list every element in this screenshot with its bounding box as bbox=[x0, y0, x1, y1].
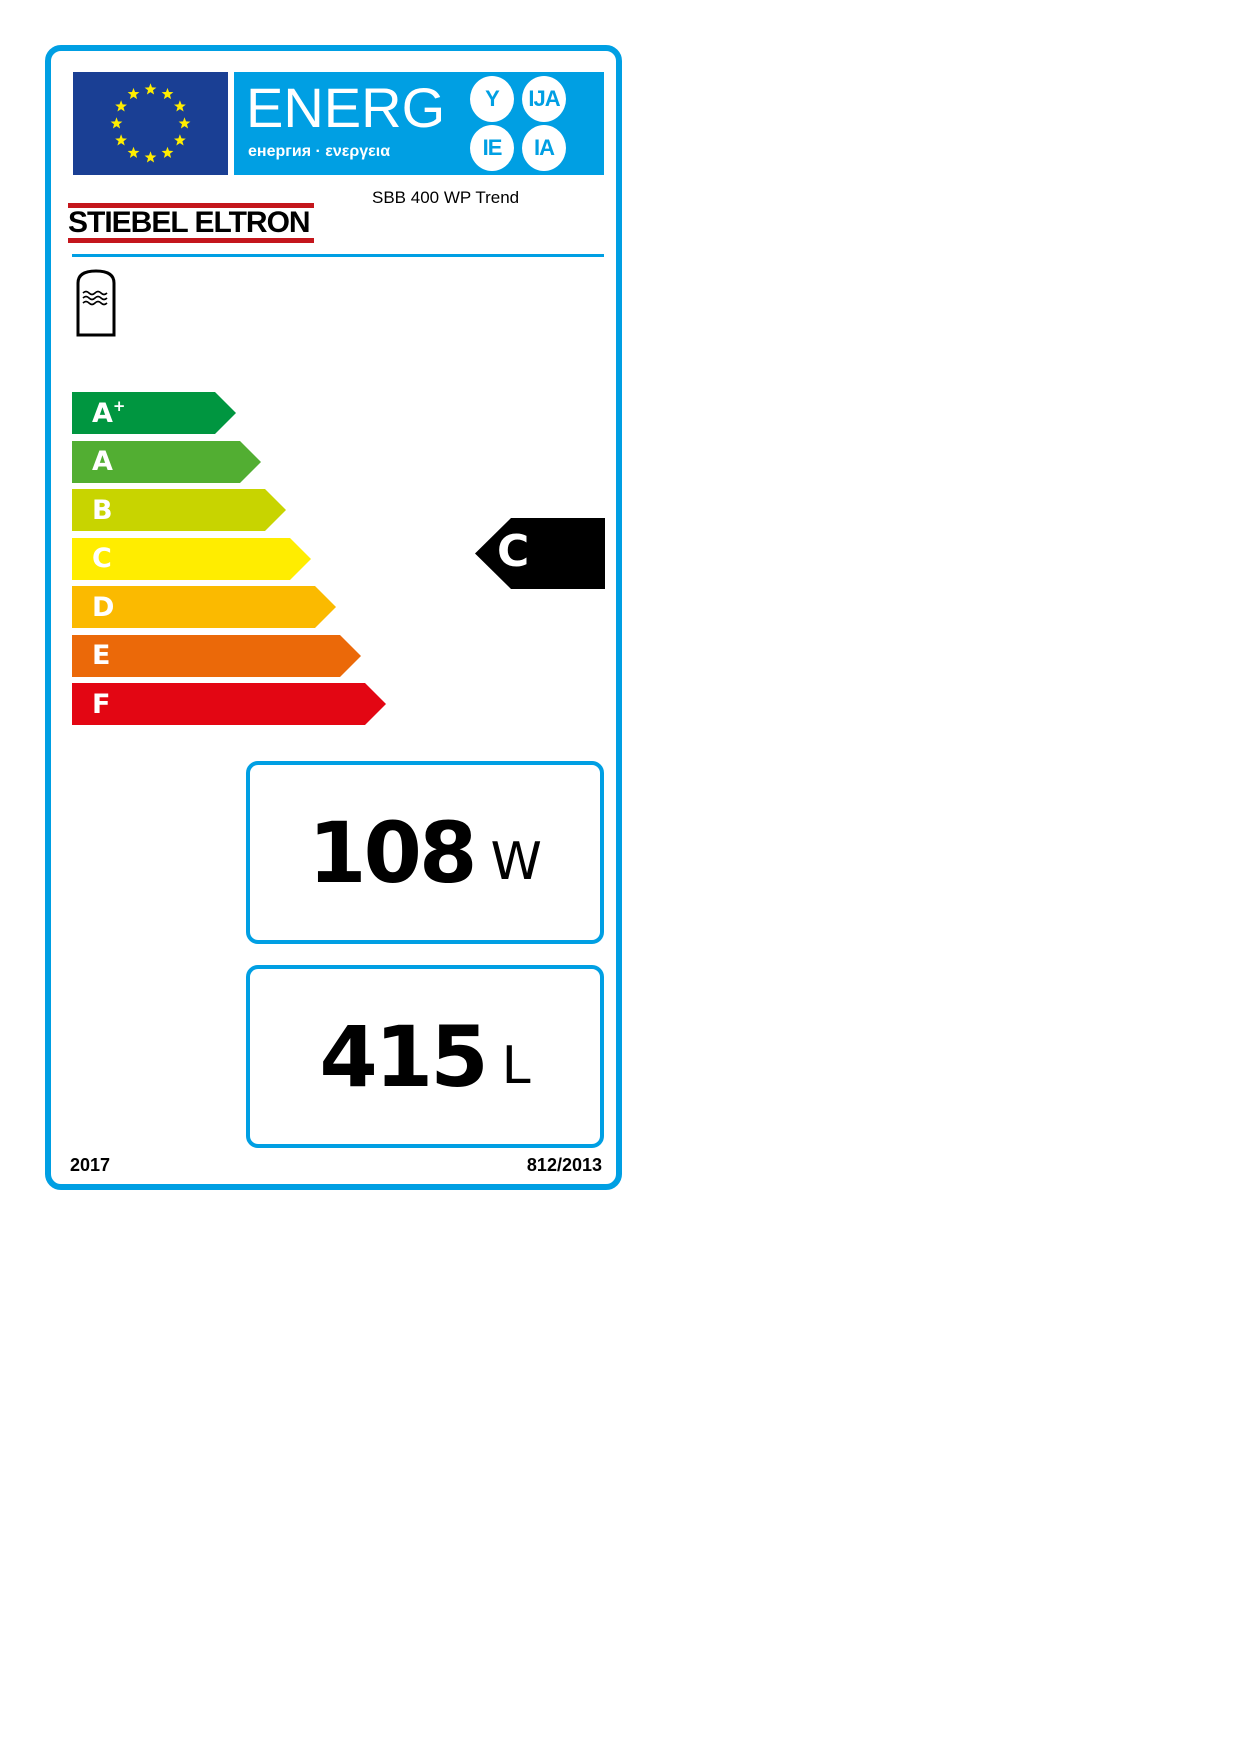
suffix-ia: IA bbox=[522, 125, 566, 171]
rating-arrow: C bbox=[475, 518, 605, 589]
energy-title: ENERG bbox=[246, 76, 446, 139]
eu-flag-icon bbox=[73, 72, 228, 175]
eu-star-icon bbox=[144, 83, 157, 95]
hot-water-storage-tank-icon bbox=[76, 269, 116, 342]
class-label: F bbox=[92, 688, 111, 720]
energy-subtitle: енергия · ενεργεια bbox=[248, 143, 391, 160]
suffix-ie: IE bbox=[470, 125, 514, 171]
energy-class-bar: B bbox=[72, 489, 286, 531]
energy-header: ENERG енергия · ενεργεια Y IJA IE IA bbox=[234, 72, 604, 175]
class-label: C bbox=[92, 543, 112, 574]
eu-star-icon bbox=[161, 87, 174, 100]
energy-class-bar: A bbox=[72, 440, 261, 483]
class-label: D bbox=[92, 591, 115, 623]
energy-class-bar: C bbox=[72, 537, 311, 580]
class-label: E bbox=[92, 640, 111, 671]
class-label: A bbox=[92, 446, 113, 477]
class-label-sup: + bbox=[112, 397, 126, 415]
eu-star-icon bbox=[161, 146, 174, 158]
eu-star-icon bbox=[115, 134, 127, 146]
energy-class-bar: E bbox=[72, 634, 361, 677]
eu-star-icon bbox=[174, 134, 186, 146]
class-label: B bbox=[92, 494, 113, 526]
rating-label: C bbox=[497, 526, 530, 577]
standing-loss-value: 108 bbox=[308, 803, 477, 902]
energy-class-bar: D bbox=[72, 586, 336, 628]
standing-loss-unit: W bbox=[490, 831, 542, 892]
eu-star-icon bbox=[174, 100, 186, 112]
footer-year: 2017 bbox=[70, 1155, 111, 1175]
eu-star-icon bbox=[127, 146, 140, 158]
eu-star-icon bbox=[144, 151, 157, 163]
footer-regulation: 812/2013 bbox=[526, 1155, 602, 1175]
eu-star-icon bbox=[127, 87, 140, 100]
brand-logo: STIEBEL ELTRON bbox=[68, 203, 314, 243]
energy-class-bar: F bbox=[72, 683, 386, 725]
standing-loss-box: 108 W bbox=[246, 761, 604, 944]
suffix-ija: IJA bbox=[522, 76, 566, 122]
class-label: A bbox=[92, 397, 113, 429]
divider bbox=[72, 254, 604, 257]
volume-unit: L bbox=[501, 1035, 531, 1096]
eu-star-icon bbox=[178, 117, 191, 129]
energy-label bbox=[45, 45, 622, 1190]
eu-star-icon bbox=[115, 100, 127, 112]
volume-box: 415 L bbox=[246, 965, 604, 1148]
model-name: SBB 400 WP Trend bbox=[372, 188, 520, 207]
volume-value: 415 bbox=[319, 1007, 488, 1106]
suffix-y: Y bbox=[470, 76, 514, 122]
eu-star-icon bbox=[110, 117, 123, 129]
energy-class-bar: A + bbox=[72, 392, 236, 434]
